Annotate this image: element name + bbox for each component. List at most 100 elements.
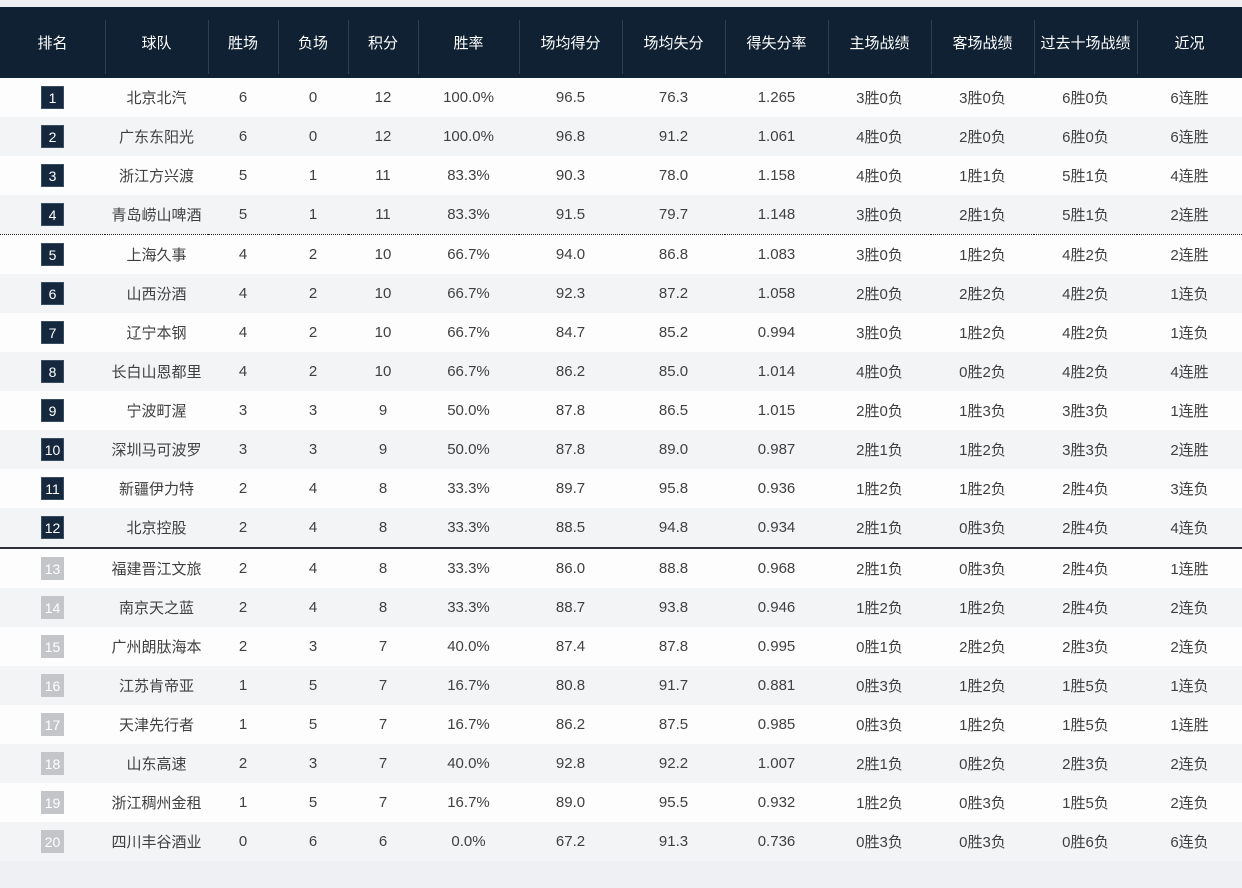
cell-ratio: 0.934 [725, 508, 828, 549]
rank-badge: 19 [41, 791, 64, 814]
cell-points: 7 [348, 705, 418, 744]
cell-home: 0胜1负 [828, 627, 931, 666]
cell-ratio: 0.736 [725, 822, 828, 861]
header-row: 排名 球队 胜场 负场 积分 胜率 场均得分 场均失分 得失分率 主场战绩 客场战绩 过去十场战绩 近况 [0, 7, 1242, 78]
cell-win_pct: 66.7% [418, 234, 519, 274]
cell-ppg: 96.8 [519, 117, 622, 156]
cell-rank: 11 [0, 469, 105, 508]
cell-team: 广东东阳光 [105, 117, 208, 156]
cell-rank: 10 [0, 430, 105, 469]
cell-wins: 2 [208, 548, 278, 588]
cell-losses: 2 [278, 234, 348, 274]
cell-win_pct: 16.7% [418, 666, 519, 705]
cell-away: 0胜3负 [931, 822, 1034, 861]
cell-ppg: 87.8 [519, 430, 622, 469]
cell-home: 0胜3负 [828, 822, 931, 861]
table-row: 9 宁波町渥 3 3 9 50.0% 87.8 86.5 1.015 2胜0负 1胜3负 3胜3负 1连… [0, 391, 1242, 430]
cell-home: 2胜0负 [828, 391, 931, 430]
cell-team: 浙江方兴渡 [105, 156, 208, 195]
cell-losses: 5 [278, 705, 348, 744]
cell-ratio: 0.936 [725, 469, 828, 508]
cell-points: 10 [348, 274, 418, 313]
cell-papg: 78.0 [622, 156, 725, 195]
cell-losses: 1 [278, 195, 348, 235]
rank-badge: 13 [41, 557, 64, 580]
cell-ratio: 0.968 [725, 548, 828, 588]
cell-team: 四川丰谷酒业 [105, 822, 208, 861]
cell-home: 3胜0负 [828, 195, 931, 235]
cell-last10: 2胜4负 [1034, 548, 1137, 588]
rank-badge: 1 [41, 86, 64, 109]
cell-rank: 5 [0, 234, 105, 274]
cell-ppg: 87.8 [519, 391, 622, 430]
cell-ratio: 1.015 [725, 391, 828, 430]
cell-streak: 2连负 [1137, 588, 1242, 627]
column-header-away: 客场战绩 [931, 7, 1034, 78]
cell-streak: 2连胜 [1137, 195, 1242, 235]
cell-losses: 4 [278, 469, 348, 508]
cell-home: 1胜2负 [828, 469, 931, 508]
rank-badge: 7 [41, 321, 64, 344]
cell-ratio: 0.985 [725, 705, 828, 744]
cell-team: 长白山恩都里 [105, 352, 208, 391]
cell-win_pct: 0.0% [418, 822, 519, 861]
cell-home: 3胜0负 [828, 313, 931, 352]
cell-ppg: 84.7 [519, 313, 622, 352]
cell-wins: 5 [208, 195, 278, 235]
cell-wins: 2 [208, 588, 278, 627]
cell-win_pct: 40.0% [418, 627, 519, 666]
cell-papg: 94.8 [622, 508, 725, 549]
column-header-rank: 排名 [0, 7, 105, 78]
cell-wins: 4 [208, 352, 278, 391]
cell-away: 1胜3负 [931, 391, 1034, 430]
cell-ratio: 0.987 [725, 430, 828, 469]
cell-rank: 20 [0, 822, 105, 861]
cell-points: 6 [348, 822, 418, 861]
cell-rank: 4 [0, 195, 105, 235]
cell-papg: 85.2 [622, 313, 725, 352]
cell-ppg: 96.5 [519, 78, 622, 117]
cell-wins: 5 [208, 156, 278, 195]
cell-rank: 6 [0, 274, 105, 313]
cell-wins: 2 [208, 508, 278, 549]
cell-streak: 1连胜 [1137, 705, 1242, 744]
cell-wins: 2 [208, 469, 278, 508]
cell-last10: 2胜3负 [1034, 627, 1137, 666]
cell-team: 北京控股 [105, 508, 208, 549]
cell-last10: 3胜3负 [1034, 430, 1137, 469]
cell-points: 7 [348, 783, 418, 822]
table-row: 15 广州朗肽海本 2 3 7 40.0% 87.4 87.8 0.995 0胜1负 2胜2负 2胜3… [0, 627, 1242, 666]
cell-home: 2胜1负 [828, 548, 931, 588]
cell-home: 4胜0负 [828, 117, 931, 156]
cell-last10: 1胜5负 [1034, 783, 1137, 822]
cell-last10: 2胜4负 [1034, 588, 1137, 627]
standings-page: 排名 球队 胜场 负场 积分 胜率 场均得分 场均失分 得失分率 主场战绩 客场战绩 过去十场战绩 近况… [0, 7, 1242, 861]
column-header-papg: 场均失分 [622, 7, 725, 78]
table-row: 12 北京控股 2 4 8 33.3% 88.5 94.8 0.934 2胜1负 0胜3负 2胜4负 4… [0, 508, 1242, 549]
cell-wins: 4 [208, 313, 278, 352]
cell-losses: 2 [278, 352, 348, 391]
cell-ppg: 87.4 [519, 627, 622, 666]
cell-points: 8 [348, 548, 418, 588]
cell-papg: 89.0 [622, 430, 725, 469]
cell-losses: 4 [278, 508, 348, 549]
cell-wins: 1 [208, 666, 278, 705]
table-row: 13 福建晋江文旅 2 4 8 33.3% 86.0 88.8 0.968 2胜1负 0胜3负 2胜4… [0, 548, 1242, 588]
cell-ppg: 91.5 [519, 195, 622, 235]
table-row: 6 山西汾酒 4 2 10 66.7% 92.3 87.2 1.058 2胜0负 2胜2负 4胜2负 1… [0, 274, 1242, 313]
cell-losses: 4 [278, 548, 348, 588]
rank-badge: 10 [41, 438, 64, 461]
cell-streak: 2连负 [1137, 783, 1242, 822]
cell-away: 1胜2负 [931, 666, 1034, 705]
cell-away: 1胜2负 [931, 313, 1034, 352]
cell-streak: 6连胜 [1137, 117, 1242, 156]
cell-rank: 17 [0, 705, 105, 744]
cell-streak: 1连胜 [1137, 548, 1242, 588]
column-header-streak: 近况 [1137, 7, 1242, 78]
cell-losses: 3 [278, 430, 348, 469]
table-row: 5 上海久事 4 2 10 66.7% 94.0 86.8 1.083 3胜0负 1胜2负 4胜2负 2… [0, 234, 1242, 274]
cell-win_pct: 16.7% [418, 705, 519, 744]
cell-away: 1胜2负 [931, 705, 1034, 744]
cell-away: 1胜2负 [931, 430, 1034, 469]
cell-points: 11 [348, 195, 418, 235]
